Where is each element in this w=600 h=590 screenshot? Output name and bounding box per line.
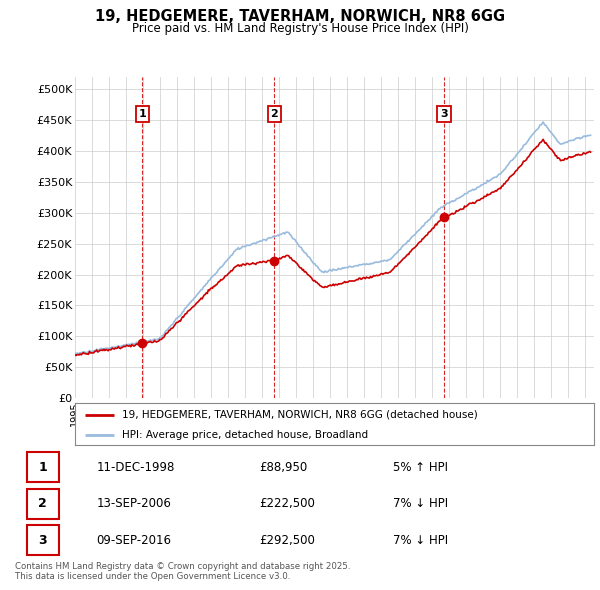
Text: £292,500: £292,500 bbox=[259, 534, 316, 547]
FancyBboxPatch shape bbox=[26, 453, 59, 483]
Text: 09-SEP-2016: 09-SEP-2016 bbox=[97, 534, 172, 547]
Text: 3: 3 bbox=[38, 534, 47, 547]
Text: Contains HM Land Registry data © Crown copyright and database right 2025.
This d: Contains HM Land Registry data © Crown c… bbox=[15, 562, 350, 581]
Text: 7% ↓ HPI: 7% ↓ HPI bbox=[394, 534, 448, 547]
Text: 5% ↑ HPI: 5% ↑ HPI bbox=[394, 461, 448, 474]
Text: 2: 2 bbox=[38, 497, 47, 510]
Text: £88,950: £88,950 bbox=[259, 461, 308, 474]
Text: 2: 2 bbox=[271, 109, 278, 119]
Text: 11-DEC-1998: 11-DEC-1998 bbox=[97, 461, 175, 474]
Text: 7% ↓ HPI: 7% ↓ HPI bbox=[394, 497, 448, 510]
Text: 1: 1 bbox=[139, 109, 146, 119]
FancyBboxPatch shape bbox=[26, 489, 59, 519]
Text: 13-SEP-2006: 13-SEP-2006 bbox=[97, 497, 172, 510]
Text: 19, HEDGEMERE, TAVERHAM, NORWICH, NR8 6GG (detached house): 19, HEDGEMERE, TAVERHAM, NORWICH, NR8 6G… bbox=[122, 410, 478, 420]
Text: Price paid vs. HM Land Registry's House Price Index (HPI): Price paid vs. HM Land Registry's House … bbox=[131, 22, 469, 35]
Text: HPI: Average price, detached house, Broadland: HPI: Average price, detached house, Broa… bbox=[122, 430, 368, 440]
Text: 1: 1 bbox=[38, 461, 47, 474]
Text: 3: 3 bbox=[440, 109, 448, 119]
FancyBboxPatch shape bbox=[26, 525, 59, 555]
Text: £222,500: £222,500 bbox=[259, 497, 316, 510]
Text: 19, HEDGEMERE, TAVERHAM, NORWICH, NR8 6GG: 19, HEDGEMERE, TAVERHAM, NORWICH, NR8 6G… bbox=[95, 9, 505, 24]
